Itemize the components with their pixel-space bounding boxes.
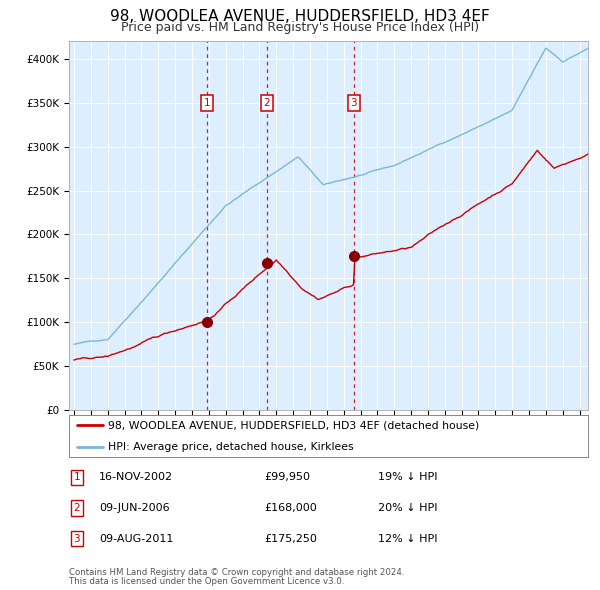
Text: 16-NOV-2002: 16-NOV-2002 (99, 473, 173, 482)
Text: 3: 3 (350, 98, 357, 108)
Text: 3: 3 (73, 534, 80, 543)
Text: 98, WOODLEA AVENUE, HUDDERSFIELD, HD3 4EF: 98, WOODLEA AVENUE, HUDDERSFIELD, HD3 4E… (110, 9, 490, 24)
Text: 19% ↓ HPI: 19% ↓ HPI (378, 473, 437, 482)
Text: 2: 2 (263, 98, 270, 108)
Text: £168,000: £168,000 (264, 503, 317, 513)
Text: HPI: Average price, detached house, Kirklees: HPI: Average price, detached house, Kirk… (108, 442, 353, 451)
Text: 09-JUN-2006: 09-JUN-2006 (99, 503, 170, 513)
Text: 20% ↓ HPI: 20% ↓ HPI (378, 503, 437, 513)
Text: 12% ↓ HPI: 12% ↓ HPI (378, 534, 437, 543)
Text: This data is licensed under the Open Government Licence v3.0.: This data is licensed under the Open Gov… (69, 577, 344, 586)
Text: 1: 1 (73, 473, 80, 482)
Text: 09-AUG-2011: 09-AUG-2011 (99, 534, 173, 543)
Text: Price paid vs. HM Land Registry's House Price Index (HPI): Price paid vs. HM Land Registry's House … (121, 21, 479, 34)
Text: £175,250: £175,250 (264, 534, 317, 543)
Text: Contains HM Land Registry data © Crown copyright and database right 2024.: Contains HM Land Registry data © Crown c… (69, 568, 404, 577)
Text: 1: 1 (203, 98, 210, 108)
Text: £99,950: £99,950 (264, 473, 310, 482)
Text: 98, WOODLEA AVENUE, HUDDERSFIELD, HD3 4EF (detached house): 98, WOODLEA AVENUE, HUDDERSFIELD, HD3 4E… (108, 421, 479, 430)
Text: 2: 2 (73, 503, 80, 513)
